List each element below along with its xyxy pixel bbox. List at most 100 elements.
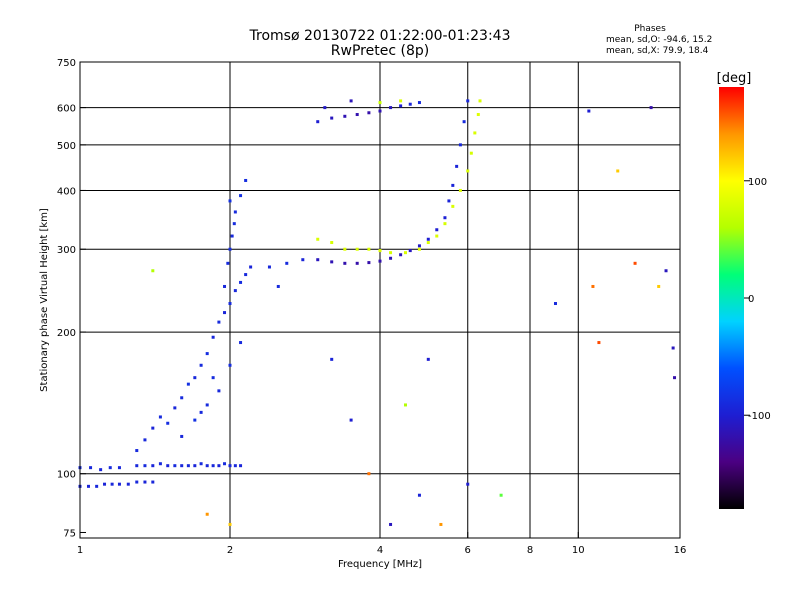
data-point <box>99 468 103 472</box>
x-tick-label: 8 <box>527 545 533 556</box>
data-point <box>633 261 637 265</box>
data-point <box>193 418 197 422</box>
data-point <box>205 352 209 356</box>
data-point <box>180 464 184 468</box>
data-point <box>228 363 232 367</box>
data-point <box>426 357 430 361</box>
x-axis-label: Frequency [MHz] <box>338 559 422 570</box>
data-point <box>230 234 234 238</box>
data-point <box>135 464 139 468</box>
y-axis-label: Stationary phase Virtual Height [km] <box>39 208 50 392</box>
data-point <box>476 113 480 117</box>
data-point <box>367 472 371 476</box>
data-points <box>78 99 677 526</box>
data-point <box>193 464 197 468</box>
data-point <box>186 382 190 386</box>
data-point <box>403 403 407 407</box>
data-point <box>673 376 677 380</box>
data-point <box>451 204 455 208</box>
data-point <box>408 102 412 106</box>
data-point <box>399 253 403 257</box>
data-point <box>323 106 327 110</box>
data-point <box>657 284 661 288</box>
data-point <box>458 188 462 192</box>
data-point <box>108 466 112 470</box>
data-point <box>158 462 162 466</box>
phases-o-mode: mean, sd,O: -94.6, 15.2 <box>606 35 712 45</box>
chart-title: Tromsø 20130722 01:22:00-01:23:43 <box>249 28 511 44</box>
data-point <box>103 482 107 486</box>
x-tick-label: 16 <box>674 545 687 556</box>
data-point <box>223 462 227 466</box>
data-point <box>239 464 243 468</box>
data-point <box>355 261 359 265</box>
y-tick-label: 750 <box>57 58 76 69</box>
data-point <box>389 522 393 526</box>
x-axis: 1 2 4 6 8 10 16 <box>77 532 687 556</box>
data-point <box>355 113 359 117</box>
data-point <box>417 247 421 251</box>
colorbar-tick-label: -100 <box>748 411 771 422</box>
data-point <box>597 341 601 345</box>
data-point <box>276 284 280 288</box>
data-point <box>389 256 393 260</box>
data-point <box>223 284 227 288</box>
data-point <box>330 260 334 264</box>
data-point <box>301 258 305 262</box>
data-point <box>591 284 595 288</box>
data-point <box>151 464 155 468</box>
data-point <box>553 302 557 306</box>
data-point <box>439 522 443 526</box>
data-point <box>316 258 320 262</box>
colorbar <box>719 87 744 509</box>
x-tick-label: 2 <box>227 545 233 556</box>
data-point <box>443 222 447 226</box>
data-point <box>89 466 93 470</box>
data-point <box>408 249 412 253</box>
data-point <box>199 462 203 466</box>
data-point <box>173 464 177 468</box>
data-point <box>211 376 215 380</box>
data-point <box>166 421 170 425</box>
y-axis: 75 100 200 300 400 500 600 750 <box>57 58 86 539</box>
grid-lines <box>80 62 680 538</box>
data-point <box>217 389 221 393</box>
data-point <box>143 464 147 468</box>
chart-subtitle: RwPretec (8p) <box>331 43 429 59</box>
y-tick-label: 200 <box>57 328 76 339</box>
data-point <box>249 265 253 269</box>
data-point <box>330 357 334 361</box>
data-point <box>186 464 190 468</box>
data-point <box>469 151 473 155</box>
data-point <box>389 106 393 110</box>
data-point <box>403 251 407 255</box>
data-point <box>330 241 334 245</box>
data-point <box>343 261 347 265</box>
data-point <box>110 482 114 486</box>
data-point <box>343 247 347 251</box>
data-point <box>267 265 271 269</box>
data-point <box>443 216 447 220</box>
data-point <box>435 228 439 232</box>
data-point <box>158 415 162 419</box>
data-point <box>228 464 232 468</box>
data-point <box>228 199 232 203</box>
data-point <box>217 320 221 324</box>
data-point <box>378 101 382 105</box>
data-point <box>239 341 243 345</box>
data-point <box>435 234 439 238</box>
data-point <box>228 302 232 306</box>
data-point <box>226 261 230 265</box>
data-point <box>587 109 591 113</box>
data-point <box>671 346 675 350</box>
data-point <box>399 99 403 103</box>
data-point <box>86 484 90 488</box>
data-point <box>233 210 237 214</box>
data-point <box>173 406 177 410</box>
data-point <box>473 131 477 135</box>
data-point <box>199 363 203 367</box>
data-point <box>367 111 371 115</box>
x-tick-label: 6 <box>465 545 471 556</box>
colorbar-label: [deg] <box>717 71 752 86</box>
data-point <box>426 241 430 245</box>
